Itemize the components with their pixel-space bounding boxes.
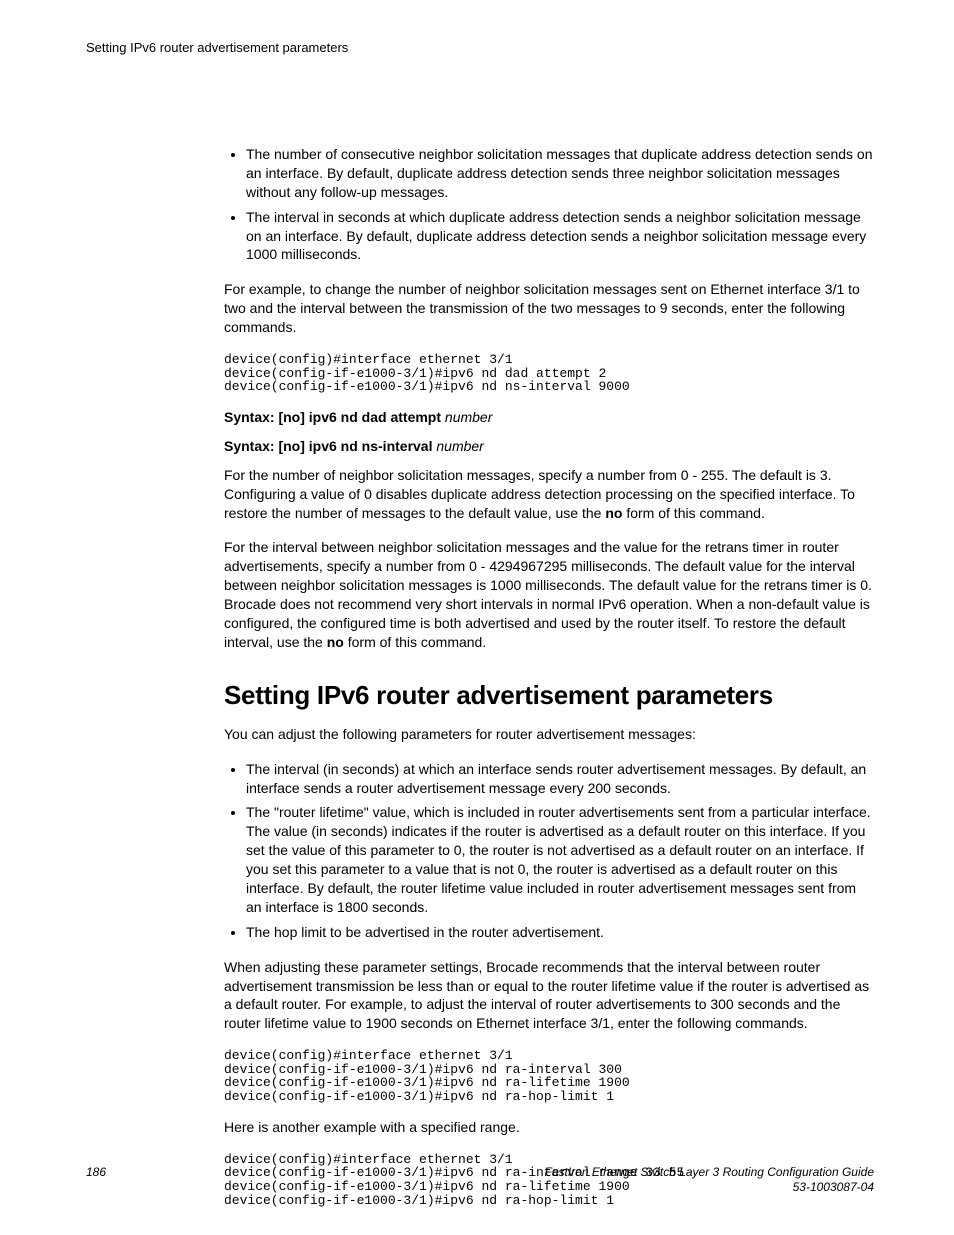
paragraph: Here is another example with a specified… bbox=[224, 1118, 874, 1137]
list-item: The interval (in seconds) at which an in… bbox=[246, 760, 874, 798]
running-header: Setting IPv6 router advertisement parame… bbox=[86, 40, 874, 55]
list-item: The "router lifetime" value, which is in… bbox=[246, 803, 874, 916]
text-run: form of this command. bbox=[622, 505, 764, 521]
doc-title: FastIron Ethernet Switch Layer 3 Routing… bbox=[544, 1165, 874, 1180]
paragraph: For the interval between neighbor solici… bbox=[224, 538, 874, 651]
page: Setting IPv6 router advertisement parame… bbox=[0, 0, 954, 1235]
page-footer: 186 FastIron Ethernet Switch Layer 3 Rou… bbox=[86, 1165, 874, 1195]
doc-number: 53-1003087-04 bbox=[544, 1180, 874, 1195]
section-heading: Setting IPv6 router advertisement parame… bbox=[224, 680, 874, 711]
paragraph: You can adjust the following parameters … bbox=[224, 725, 874, 744]
cli-block: device(config)#interface ethernet 3/1 de… bbox=[224, 353, 874, 394]
cli-block: device(config)#interface ethernet 3/1 de… bbox=[224, 1049, 874, 1104]
text-run: For the interval between neighbor solici… bbox=[224, 539, 872, 649]
paragraph: For example, to change the number of nei… bbox=[224, 280, 874, 337]
list-item: The interval in seconds at which duplica… bbox=[246, 208, 874, 265]
page-number: 186 bbox=[86, 1165, 106, 1179]
paragraph: For the number of neighbor solicitation … bbox=[224, 466, 874, 523]
syntax-line: Syntax: [no] ipv6 nd dad attempt number bbox=[224, 408, 874, 427]
syntax-arg: number bbox=[436, 438, 483, 454]
bullet-list-2: The interval (in seconds) at which an in… bbox=[224, 760, 874, 942]
syntax-bold: Syntax: [no] ipv6 nd dad attempt bbox=[224, 409, 441, 425]
list-item: The number of consecutive neighbor solic… bbox=[246, 145, 874, 202]
doc-id: FastIron Ethernet Switch Layer 3 Routing… bbox=[544, 1165, 874, 1195]
page-content: The number of consecutive neighbor solic… bbox=[224, 145, 874, 1207]
keyword-no: no bbox=[605, 505, 622, 521]
paragraph: When adjusting these parameter settings,… bbox=[224, 958, 874, 1034]
keyword-no: no bbox=[327, 634, 344, 650]
syntax-arg: number bbox=[445, 409, 492, 425]
bullet-list-1: The number of consecutive neighbor solic… bbox=[224, 145, 874, 264]
syntax-bold: Syntax: [no] ipv6 nd ns-interval bbox=[224, 438, 432, 454]
text-run: form of this command. bbox=[344, 634, 486, 650]
list-item: The hop limit to be advertised in the ro… bbox=[246, 923, 874, 942]
syntax-line: Syntax: [no] ipv6 nd ns-interval number bbox=[224, 437, 874, 456]
